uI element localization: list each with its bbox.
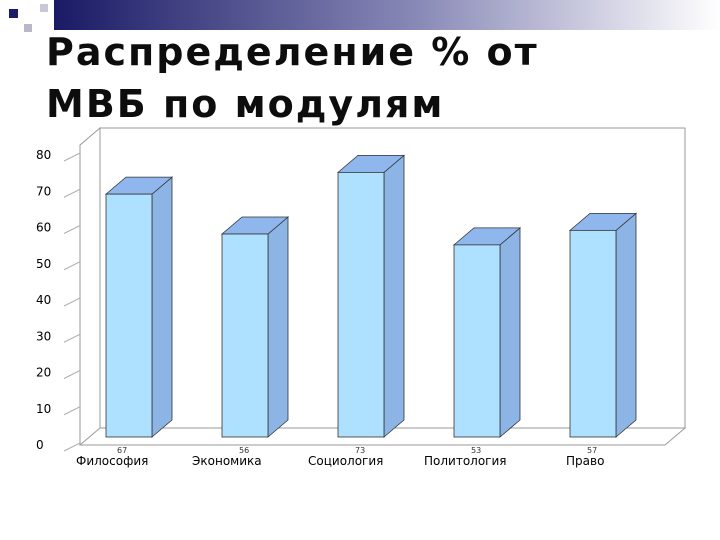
y-tick-label: 0 — [36, 438, 44, 452]
category-label: Экономика — [192, 454, 262, 468]
y-tick-mark — [63, 261, 81, 271]
decor-square-dark — [9, 9, 18, 18]
bar — [221, 233, 269, 438]
back-wall — [100, 127, 686, 428]
bar-side — [615, 212, 637, 438]
y-tick-mark — [63, 188, 81, 198]
left-wall — [79, 126, 101, 445]
y-tick-mark — [63, 297, 81, 307]
y-tick-mark — [63, 225, 81, 234]
slide-title-line1: Распределение % от — [46, 30, 539, 74]
data-label: 67 — [117, 446, 127, 455]
y-tick-label: 50 — [36, 257, 51, 271]
data-label: 53 — [471, 446, 481, 455]
y-tick-label: 60 — [36, 221, 51, 235]
slide-title-line2: МВБ по модулям — [46, 82, 445, 126]
y-tick-mark — [63, 152, 81, 162]
decor-gradient-bar — [54, 0, 720, 30]
y-tick-label: 10 — [36, 402, 51, 416]
y-tick-mark — [63, 442, 81, 452]
slide-title: Распределение % от МВБ по модулям — [46, 26, 539, 130]
decor-square-grey — [24, 24, 32, 32]
floor — [78, 427, 687, 446]
category-label: Право — [566, 454, 604, 468]
bar-side — [151, 176, 173, 438]
bar-side — [499, 227, 521, 438]
y-tick-mark — [63, 406, 81, 416]
y-tick-label: 80 — [36, 148, 51, 162]
y-tick-mark — [63, 370, 81, 379]
bar — [453, 244, 501, 438]
data-label: 73 — [355, 446, 365, 455]
bar — [337, 171, 385, 438]
bars-group — [104, 154, 638, 438]
y-axis: 0 10 20 30 40 50 60 70 80 — [36, 148, 81, 452]
y-tick-label: 70 — [36, 184, 51, 198]
y-tick-label: 20 — [36, 366, 51, 380]
category-label: Философия — [76, 454, 148, 468]
bar — [569, 229, 617, 438]
bar-side — [267, 216, 289, 438]
bar — [105, 193, 153, 438]
header-decoration — [9, 0, 720, 32]
decor-square-grey-small — [40, 4, 48, 12]
data-label: 56 — [239, 446, 249, 455]
category-label: Политология — [424, 454, 507, 468]
y-tick-mark — [63, 333, 81, 343]
y-tick-label: 30 — [36, 329, 51, 343]
chart-walls — [78, 126, 687, 446]
y-tick-label: 40 — [36, 293, 51, 307]
category-label: Социология — [308, 454, 383, 468]
data-label: 57 — [587, 446, 597, 455]
bar-side — [383, 154, 405, 438]
